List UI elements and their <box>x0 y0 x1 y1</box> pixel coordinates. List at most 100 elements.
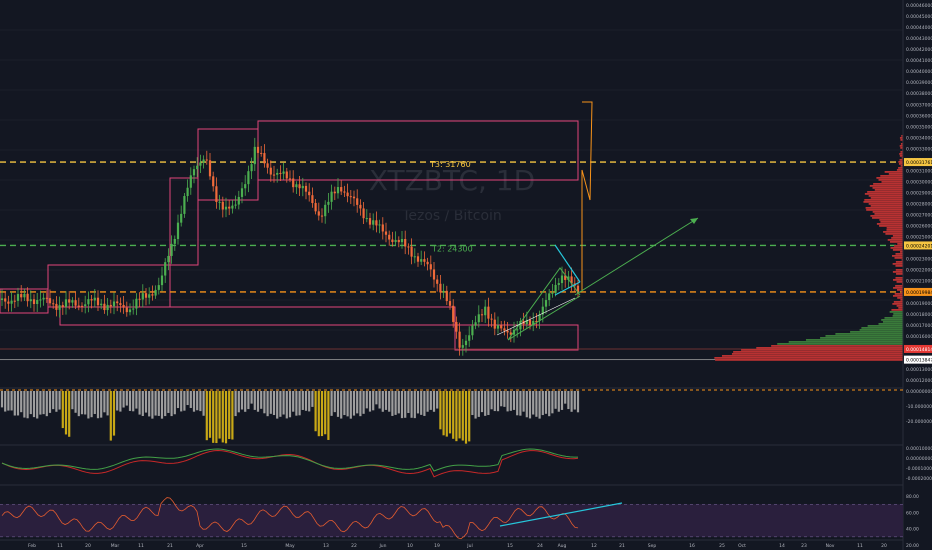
volume-profile-bar <box>863 201 903 203</box>
candle-body <box>487 306 490 319</box>
histogram-bar <box>503 391 506 407</box>
volume-profile-bar <box>900 165 903 167</box>
candle-body <box>247 171 250 185</box>
candle-body <box>96 297 100 306</box>
histogram-bar <box>154 391 157 416</box>
indicator-pane-1: 0.00000000 -10.00000000 -20.00000000 <box>0 387 932 531</box>
candle-body <box>23 293 26 298</box>
histogram-bar <box>192 391 196 412</box>
histogram-bar <box>429 391 432 410</box>
rsi-trendline <box>499 502 623 527</box>
histogram-bar <box>391 391 394 416</box>
candle-body <box>285 171 288 179</box>
candle-body <box>132 308 135 310</box>
candle-body <box>548 293 551 301</box>
price-tick-label: 0.00041000 <box>906 58 932 64</box>
histogram-bar <box>263 391 266 414</box>
time-tick-label: Aug <box>558 543 567 549</box>
candle-body <box>576 285 580 294</box>
histogram-bar <box>228 391 231 440</box>
signal-line <box>1 448 578 472</box>
histogram-bar <box>125 391 128 406</box>
candle-body <box>173 238 176 244</box>
candle-body <box>276 172 279 175</box>
histogram-bar <box>77 391 80 417</box>
histogram-bar <box>106 391 109 416</box>
candle-body <box>541 306 544 315</box>
volume-profile-bar <box>870 215 903 217</box>
histogram-bar <box>4 391 7 412</box>
histogram-bar <box>183 391 186 411</box>
histogram-bar <box>260 391 263 409</box>
histogram-bar <box>157 391 160 416</box>
histogram-bar <box>298 391 301 416</box>
candle-body <box>445 290 448 302</box>
time-tick-label: 20 <box>881 543 887 549</box>
price-tick-label: 0.00038000 <box>906 91 932 97</box>
candle-body <box>346 192 349 197</box>
candle-body <box>100 303 103 306</box>
projection-arrow <box>581 101 593 290</box>
candle-body <box>324 204 327 217</box>
candle-body <box>292 178 295 188</box>
candle-body <box>525 319 528 325</box>
candle-body <box>288 178 292 180</box>
candle-body <box>378 224 381 226</box>
candle-body <box>183 196 186 214</box>
histogram-bar <box>404 391 407 418</box>
candle-body <box>93 297 96 301</box>
rsi-line <box>1 497 579 540</box>
volume-profile-bar <box>879 225 903 227</box>
volume-profile-bar <box>894 245 903 247</box>
histogram-bar <box>471 391 474 416</box>
histogram-bar <box>512 391 516 410</box>
candle-body <box>80 305 84 307</box>
candle-body <box>359 204 362 209</box>
time-axis: Feb 11 20 Mar 11 21 Apr 15 May 13 22 Jun 10 19 Jul 15 24… <box>0 539 903 549</box>
candle-body <box>234 204 237 206</box>
histogram-bar <box>400 391 404 419</box>
pennant-upper <box>554 244 581 283</box>
histogram-bar <box>487 391 490 415</box>
histogram-bar <box>48 391 52 413</box>
candle-body <box>458 331 461 348</box>
volume-profile-bar <box>900 151 903 153</box>
candle-body <box>64 299 68 307</box>
candle-body <box>231 205 234 209</box>
volume-profile-bar <box>864 199 903 201</box>
rsi-tick-label: 20.00 <box>906 543 919 549</box>
histogram-bar <box>445 391 448 437</box>
volume-profile-bar <box>805 339 903 341</box>
candle-body <box>448 301 452 306</box>
histogram-bar <box>285 391 288 419</box>
histogram-bar <box>455 391 458 442</box>
candle-body <box>432 269 436 280</box>
histogram-bar <box>397 391 400 414</box>
histogram-bar <box>333 391 336 413</box>
indicator2-tick-label: 0.00010000 <box>906 446 932 452</box>
histogram-bar <box>384 391 388 410</box>
volume-profile-bar <box>883 231 903 233</box>
candle-body <box>0 298 4 300</box>
candle-body <box>407 246 410 248</box>
volume-profile-bar <box>894 293 903 295</box>
histogram-bar <box>20 391 23 413</box>
histogram-bar <box>528 391 532 419</box>
candle-body <box>384 231 388 235</box>
histogram-bar <box>29 391 32 415</box>
candle-body <box>532 320 535 326</box>
candle-body <box>39 299 42 301</box>
price-tag-label: 0.00024201 <box>906 243 932 249</box>
histogram-bar <box>324 391 327 435</box>
histogram-bar <box>16 391 20 416</box>
volume-profile-bar <box>892 271 903 273</box>
candle-body <box>429 264 432 270</box>
candle-body <box>388 234 391 240</box>
histogram-bar <box>109 391 112 441</box>
volume-profile-bar <box>880 175 903 177</box>
candle-body <box>250 164 253 172</box>
candle-body <box>167 255 170 263</box>
candle-body <box>77 305 80 307</box>
histogram-bar <box>311 391 314 407</box>
histogram-bar <box>212 391 215 443</box>
